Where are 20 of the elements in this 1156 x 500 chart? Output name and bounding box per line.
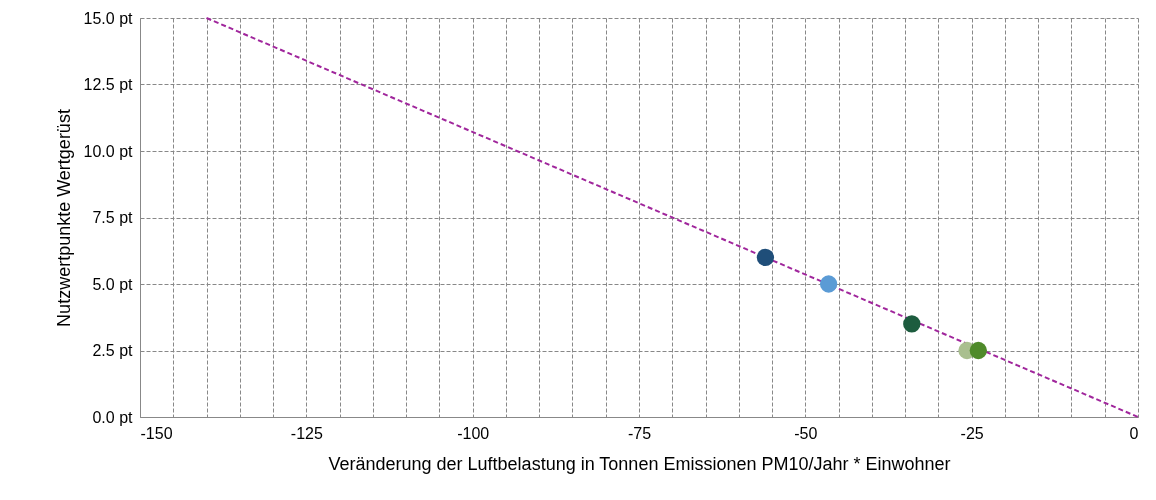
y-tick-label: 2.5 pt	[92, 342, 134, 359]
x-tick-label: -125	[290, 424, 323, 442]
y-tick-label: 12.5 pt	[83, 76, 134, 93]
y-axis-title: Nutzwertpunkte Wertgerüst	[53, 109, 74, 327]
x-tick-label: -100	[457, 424, 490, 442]
y-tick-label: 7.5 pt	[92, 209, 134, 226]
point	[903, 315, 921, 333]
x-tick-label: -150	[140, 424, 173, 442]
point	[756, 248, 775, 267]
y-tick-label: 15.0 pt	[83, 9, 134, 27]
x-tick-label: -50	[794, 424, 818, 442]
y-tick-label: 5.0 pt	[92, 275, 134, 293]
x-tick-label: -25	[960, 424, 984, 442]
y-tick-label: 0.0 pt	[92, 408, 134, 426]
x-tick-label: 0	[1129, 424, 1139, 442]
x-axis-title: Veränderung der Luftbelastung in Tonnen Emissionen PM10/Jahr * Einwohner	[328, 453, 951, 474]
y-tick-label: 10.0 pt	[83, 142, 134, 160]
point	[969, 341, 987, 360]
x-tick-label: -75	[627, 424, 652, 442]
point	[819, 275, 838, 293]
